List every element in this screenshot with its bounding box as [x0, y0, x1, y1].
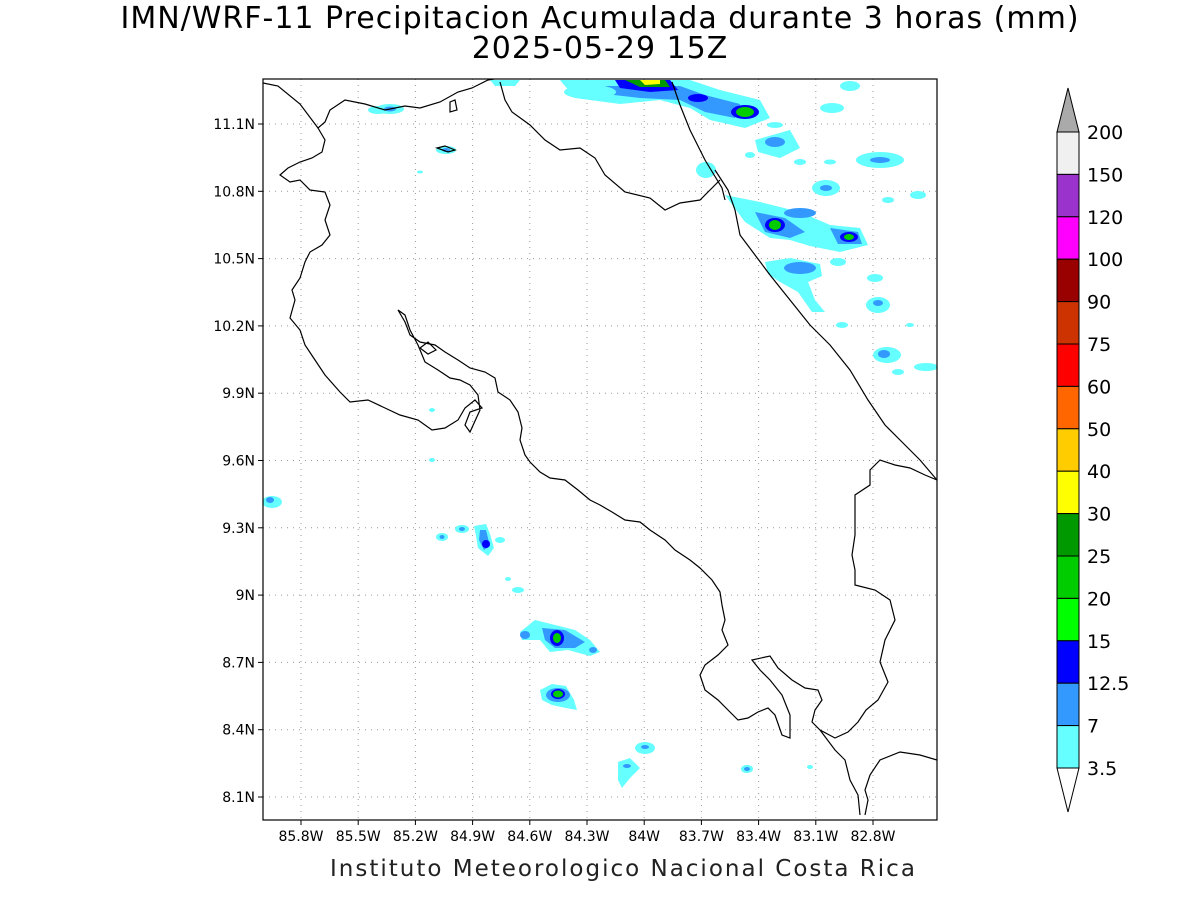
precip-cell: [540, 684, 577, 710]
colorbar-label: 25: [1087, 546, 1111, 568]
lat-tick-label: 10.2N: [213, 319, 255, 335]
precip-cell: [696, 81, 926, 203]
colorbar-swatch: [1056, 513, 1080, 557]
lon-tick-label: 84.3W: [564, 829, 609, 845]
lon-tick-label: 85.8W: [278, 829, 323, 845]
colorbar-label: 40: [1087, 461, 1111, 483]
colorbar-swatch: [1056, 725, 1080, 769]
colorbar-top-triangle: [1056, 87, 1080, 133]
lat-tick-label: 9.9N: [222, 386, 255, 402]
colorbar-label: 15: [1087, 631, 1111, 653]
lon-tick-label: 85.2W: [393, 829, 438, 845]
precip-cell: [725, 195, 868, 252]
lon-tick-label: 85.5W: [336, 829, 381, 845]
precip-cell: [263, 408, 524, 593]
lon-tick-label: 82.8W: [850, 829, 895, 845]
lat-tick-label: 9.6N: [222, 454, 255, 470]
colorbar-swatch: [1056, 216, 1080, 260]
colorbar-label: 200: [1087, 122, 1123, 144]
lat-tick-label: 9N: [236, 588, 255, 604]
colorbar-swatch: [1056, 682, 1080, 727]
colorbar-label: 30: [1087, 504, 1111, 526]
colorbar-bottom-triangle: [1056, 767, 1080, 813]
map-title: IMN/WRF-11 Precipitacion Acumulada duran…: [120, 1, 1080, 36]
precipitation-field: [263, 80, 937, 788]
colorbar-legend: 200 150 120 100 90 75 60 50 40 30 25 20 15 12.5 7 3.5: [1056, 87, 1129, 813]
lat-tick-label: 8.1N: [222, 790, 255, 806]
precip-cell: [368, 80, 616, 174]
colorbar-swatch: [1056, 343, 1080, 387]
colorbar-swatch: [1056, 597, 1080, 642]
lon-tick-label: 84.6W: [507, 829, 552, 845]
lon-tick-label: 84W: [628, 829, 660, 845]
colorbar-swatch: [1056, 428, 1080, 472]
lat-tick-label: 11.1N: [213, 117, 255, 133]
precip-cell: [618, 742, 813, 788]
coastline: [263, 79, 937, 816]
footer-credit: Instituto Meteorologico Nacional Costa R…: [330, 856, 917, 882]
lat-tick-label: 10.5N: [213, 252, 255, 268]
colorbar-label: 7: [1087, 716, 1099, 738]
colorbar-label: 120: [1087, 207, 1123, 229]
colorbar-swatch: [1056, 131, 1080, 175]
lat-tick-label: 8.7N: [222, 655, 255, 671]
precip-cell: [765, 258, 914, 328]
colorbar-swatch: [1056, 555, 1080, 599]
lon-tick-label: 84.9W: [450, 829, 495, 845]
colorbar-swatch: [1056, 258, 1080, 303]
precip-cell: [520, 620, 600, 656]
colorbar-label: 3.5: [1087, 758, 1117, 780]
colorbar-label: 12.5: [1087, 673, 1129, 695]
precip-cell: [873, 347, 937, 375]
latitude-labels: 11.1N 10.8N 10.5N 10.2N 9.9N 9.6N 9.3N 9N 8.7N 8.…: [213, 117, 263, 806]
colorbar-swatch: [1056, 301, 1080, 345]
colorbar-label: 100: [1087, 249, 1123, 271]
colorbar-swatch: [1056, 640, 1080, 684]
graticule: [263, 79, 937, 820]
lon-tick-label: 83.7W: [679, 829, 724, 845]
lat-tick-label: 10.8N: [213, 184, 255, 200]
colorbar-label: 60: [1087, 376, 1111, 398]
colorbar-label: 150: [1087, 164, 1123, 186]
colorbar-label: 75: [1087, 334, 1111, 356]
colorbar-label: 50: [1087, 419, 1111, 441]
lat-tick-label: 9.3N: [222, 521, 255, 537]
map-subtitle: 2025-05-29 15Z: [471, 31, 729, 66]
lat-tick-label: 8.4N: [222, 723, 255, 739]
colorbar-label: 20: [1087, 588, 1111, 610]
colorbar-label: 90: [1087, 292, 1111, 314]
colorbar-swatch: [1056, 470, 1080, 515]
lon-tick-label: 83.1W: [793, 829, 838, 845]
longitude-labels: 85.8W 85.5W 85.2W 84.9W 84.6W 84.3W 84W 83.7W 83…: [278, 820, 896, 845]
map-frame: [262, 78, 938, 821]
colorbar-swatch: [1056, 173, 1080, 218]
colorbar-swatch: [1056, 385, 1080, 430]
lon-tick-label: 83.4W: [736, 829, 781, 845]
